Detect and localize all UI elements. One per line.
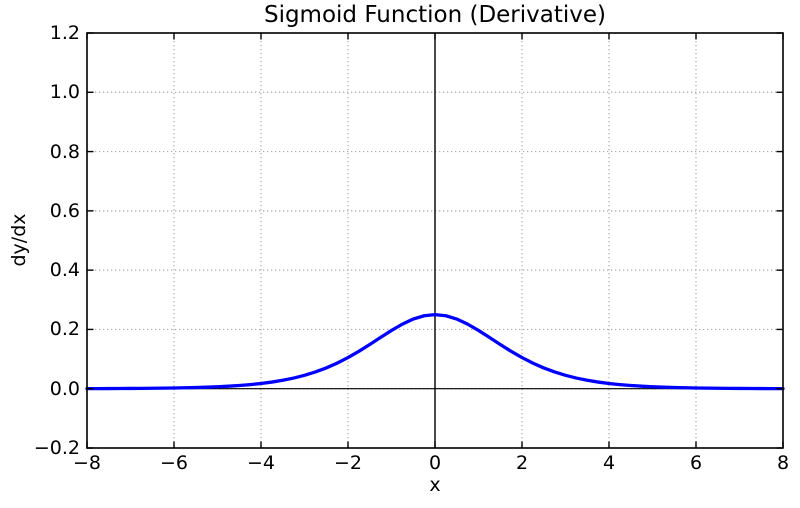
x-tick-label: 4	[602, 452, 616, 474]
y-tick-label: 0.6	[49, 199, 80, 222]
x-tick-label: 6	[689, 452, 703, 474]
x-tick-label: 2	[515, 452, 529, 474]
y-tick-label: 0.2	[49, 318, 80, 341]
y-tick-label: −0.2	[33, 437, 80, 459]
x-tick-label: −6	[159, 452, 189, 474]
y-tick-label: 0.4	[49, 259, 80, 282]
chart-title: Sigmoid Function (Derivative)	[263, 2, 607, 28]
x-axis-label: x	[429, 474, 441, 496]
y-tick-label: 1.2	[49, 22, 80, 44]
y-tick-label: 0.8	[49, 140, 80, 163]
curve-sigmoid_derivative	[85, 312, 785, 391]
y-tick-label: 1.0	[49, 81, 80, 104]
y-tick-label: 0.0	[49, 377, 80, 400]
x-tick-label: −8	[72, 452, 102, 474]
x-tick-label: 0	[428, 452, 442, 474]
x-tick-label: −2	[333, 452, 363, 474]
x-tick-label: 8	[776, 452, 790, 474]
x-tick-label: −4	[246, 452, 276, 474]
